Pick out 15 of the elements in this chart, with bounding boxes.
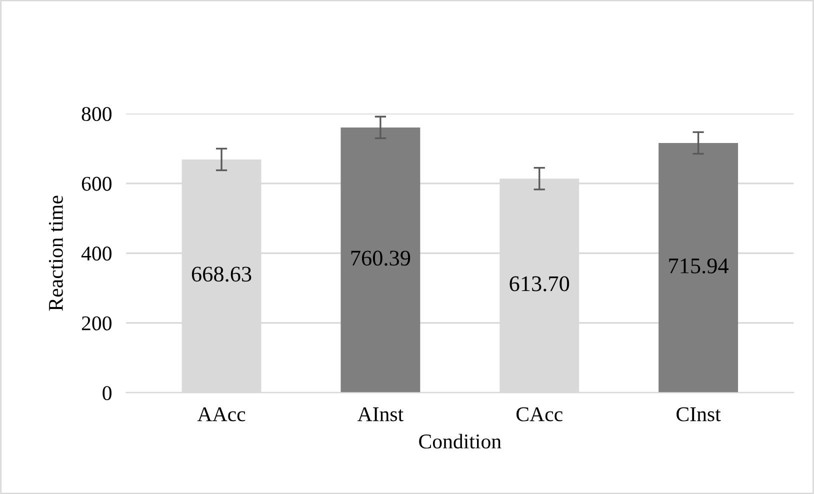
y-tick-label: 200	[82, 316, 112, 330]
y-tick-label: 0	[102, 386, 112, 400]
x-tick-label: CInst	[676, 407, 721, 422]
data-label: 760.39	[351, 250, 410, 266]
data-label: 613.70	[510, 276, 570, 292]
x-tick-label: AInst	[358, 407, 404, 422]
y-axis-title: Reaction time	[48, 196, 63, 311]
x-tick-label: CAcc	[516, 407, 562, 422]
data-label: 715.94	[669, 258, 729, 274]
y-tick-label: 400	[81, 246, 112, 261]
y-tick-label: 600	[82, 176, 112, 191]
x-tick-label: AAcc	[197, 407, 246, 422]
y-tick-label: 800	[82, 106, 112, 122]
data-label: 668.63	[192, 266, 252, 282]
x-axis-title: Condition	[419, 434, 502, 449]
